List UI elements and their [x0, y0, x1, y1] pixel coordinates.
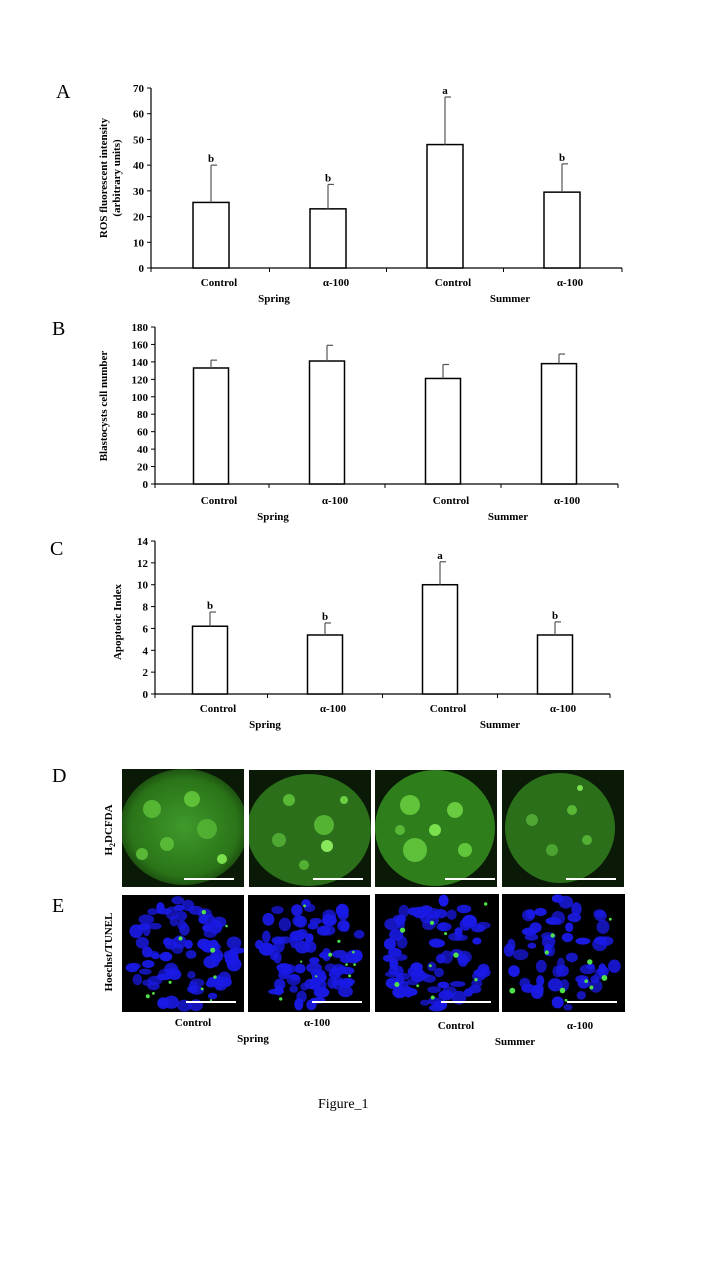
y-tick-label: 100	[132, 392, 149, 404]
significance-letter: a	[437, 550, 443, 562]
y-tick-label: 180	[132, 322, 149, 334]
bar	[536, 634, 574, 695]
category-label: α-100	[323, 277, 350, 289]
bar	[540, 362, 578, 485]
y-tick-label: 12	[137, 558, 149, 570]
group-label: Summer	[490, 293, 530, 305]
significance-letter: b	[322, 611, 328, 623]
row-label-hoechst-tunel: Hoechst/TUNEL	[103, 913, 115, 992]
panel-label-e: E	[52, 895, 64, 917]
y-tick-label: 50	[133, 134, 145, 146]
category-label: Control	[433, 495, 469, 507]
y-tick-label: 14	[137, 536, 149, 548]
chart-ros-intensity: 0 10 20 30 40 50 60 70 b Control b α-100 a Control b α-…	[98, 83, 623, 305]
bar	[306, 634, 344, 695]
y-tick-label: 70	[133, 83, 145, 95]
category-label: α-100	[322, 495, 349, 507]
micro-col-label-control-spring: Control	[175, 1017, 211, 1029]
bar	[543, 191, 581, 269]
y-tick-label: 40	[137, 444, 149, 456]
bar	[308, 360, 346, 485]
category-label: α-100	[554, 495, 581, 507]
bar	[421, 583, 459, 695]
category-label: Control	[430, 703, 466, 715]
micrograph-h2dcfda-alpha100-summer	[502, 770, 624, 887]
y-tick-label: 30	[133, 186, 145, 198]
micrograph-tunel-control-summer	[375, 894, 499, 1012]
chart-blastocyst-cell-number: 0 20 40 60 80 100 120 140 160 180 Control α-100 Cont…	[98, 322, 619, 523]
significance-letter: a	[442, 85, 448, 97]
row-label-h2dcfda: H2DCFDA	[103, 804, 117, 855]
y-tick-label: 8	[143, 602, 149, 614]
significance-letter: b	[207, 600, 213, 612]
category-label: α-100	[550, 703, 577, 715]
y-tick-label: 0	[139, 263, 145, 275]
y-tick-label: 6	[143, 623, 149, 635]
y-tick-label: 120	[132, 374, 149, 386]
bar	[192, 201, 230, 269]
y-tick-label: 4	[143, 645, 149, 657]
micrograph-h2dcfda-alpha100-spring	[249, 770, 371, 887]
category-label: Control	[201, 495, 237, 507]
micrograph-tunel-control-spring	[122, 895, 244, 1012]
y-axis-label: ROS fluorescent intensity(arbitrary unit…	[98, 117, 123, 238]
chart-apoptotic-index: 0 2 4 6 8 10 12 14 b Control b α-100 a Control b α-100 S…	[112, 536, 611, 731]
micrograph-tunel-alpha100-spring	[248, 895, 370, 1012]
significance-letter: b	[208, 153, 214, 165]
y-tick-label: 60	[133, 109, 145, 121]
micro-col-label-control-summer: Control	[438, 1020, 474, 1032]
micrograph-tunel-alpha100-summer	[502, 894, 625, 1012]
bar	[426, 143, 464, 269]
group-label: Spring	[249, 719, 281, 731]
y-tick-label: 10	[133, 237, 145, 249]
micro-col-label-alpha100-spring: α-100	[304, 1017, 331, 1029]
y-tick-label: 80	[137, 409, 149, 421]
category-label: Control	[201, 277, 237, 289]
bar	[424, 377, 462, 485]
y-tick-label: 0	[143, 689, 149, 701]
bar	[309, 208, 347, 269]
micro-group-label-spring: Spring	[237, 1033, 269, 1045]
y-tick-label: 20	[133, 212, 145, 224]
category-label: α-100	[557, 277, 584, 289]
category-label: Control	[435, 277, 471, 289]
y-axis-label: Apoptotic Index	[112, 583, 124, 660]
y-tick-label: 60	[137, 427, 149, 439]
micro-col-label-alpha100-summer: α-100	[567, 1020, 594, 1032]
group-label: Spring	[258, 293, 290, 305]
panel-label-d: D	[52, 765, 66, 787]
bar	[191, 625, 229, 695]
y-tick-label: 160	[132, 339, 149, 351]
y-tick-label: 10	[137, 580, 149, 592]
panel-label-b: B	[52, 318, 65, 340]
y-tick-label: 20	[137, 462, 149, 474]
group-label: Spring	[257, 511, 289, 523]
micro-group-label-summer: Summer	[495, 1036, 535, 1048]
y-tick-label: 140	[132, 357, 149, 369]
group-label: Summer	[480, 719, 520, 731]
y-tick-label: 2	[143, 667, 149, 679]
significance-letter: b	[552, 610, 558, 622]
group-label: Summer	[488, 511, 528, 523]
y-axis-label: Blastocysts cell number	[98, 351, 110, 462]
category-label: Control	[200, 703, 236, 715]
significance-letter: b	[325, 172, 331, 184]
y-tick-label: 0	[143, 479, 149, 491]
figure-caption: Figure_1	[318, 1097, 369, 1112]
panel-label-a: A	[56, 81, 71, 103]
significance-letter: b	[559, 152, 565, 164]
micrograph-h2dcfda-control-summer	[375, 770, 497, 887]
micrograph-h2dcfda-control-spring	[122, 769, 244, 887]
category-label: α-100	[320, 703, 347, 715]
bar	[192, 367, 230, 485]
y-tick-label: 40	[133, 160, 145, 172]
panel-label-c: C	[50, 538, 63, 560]
